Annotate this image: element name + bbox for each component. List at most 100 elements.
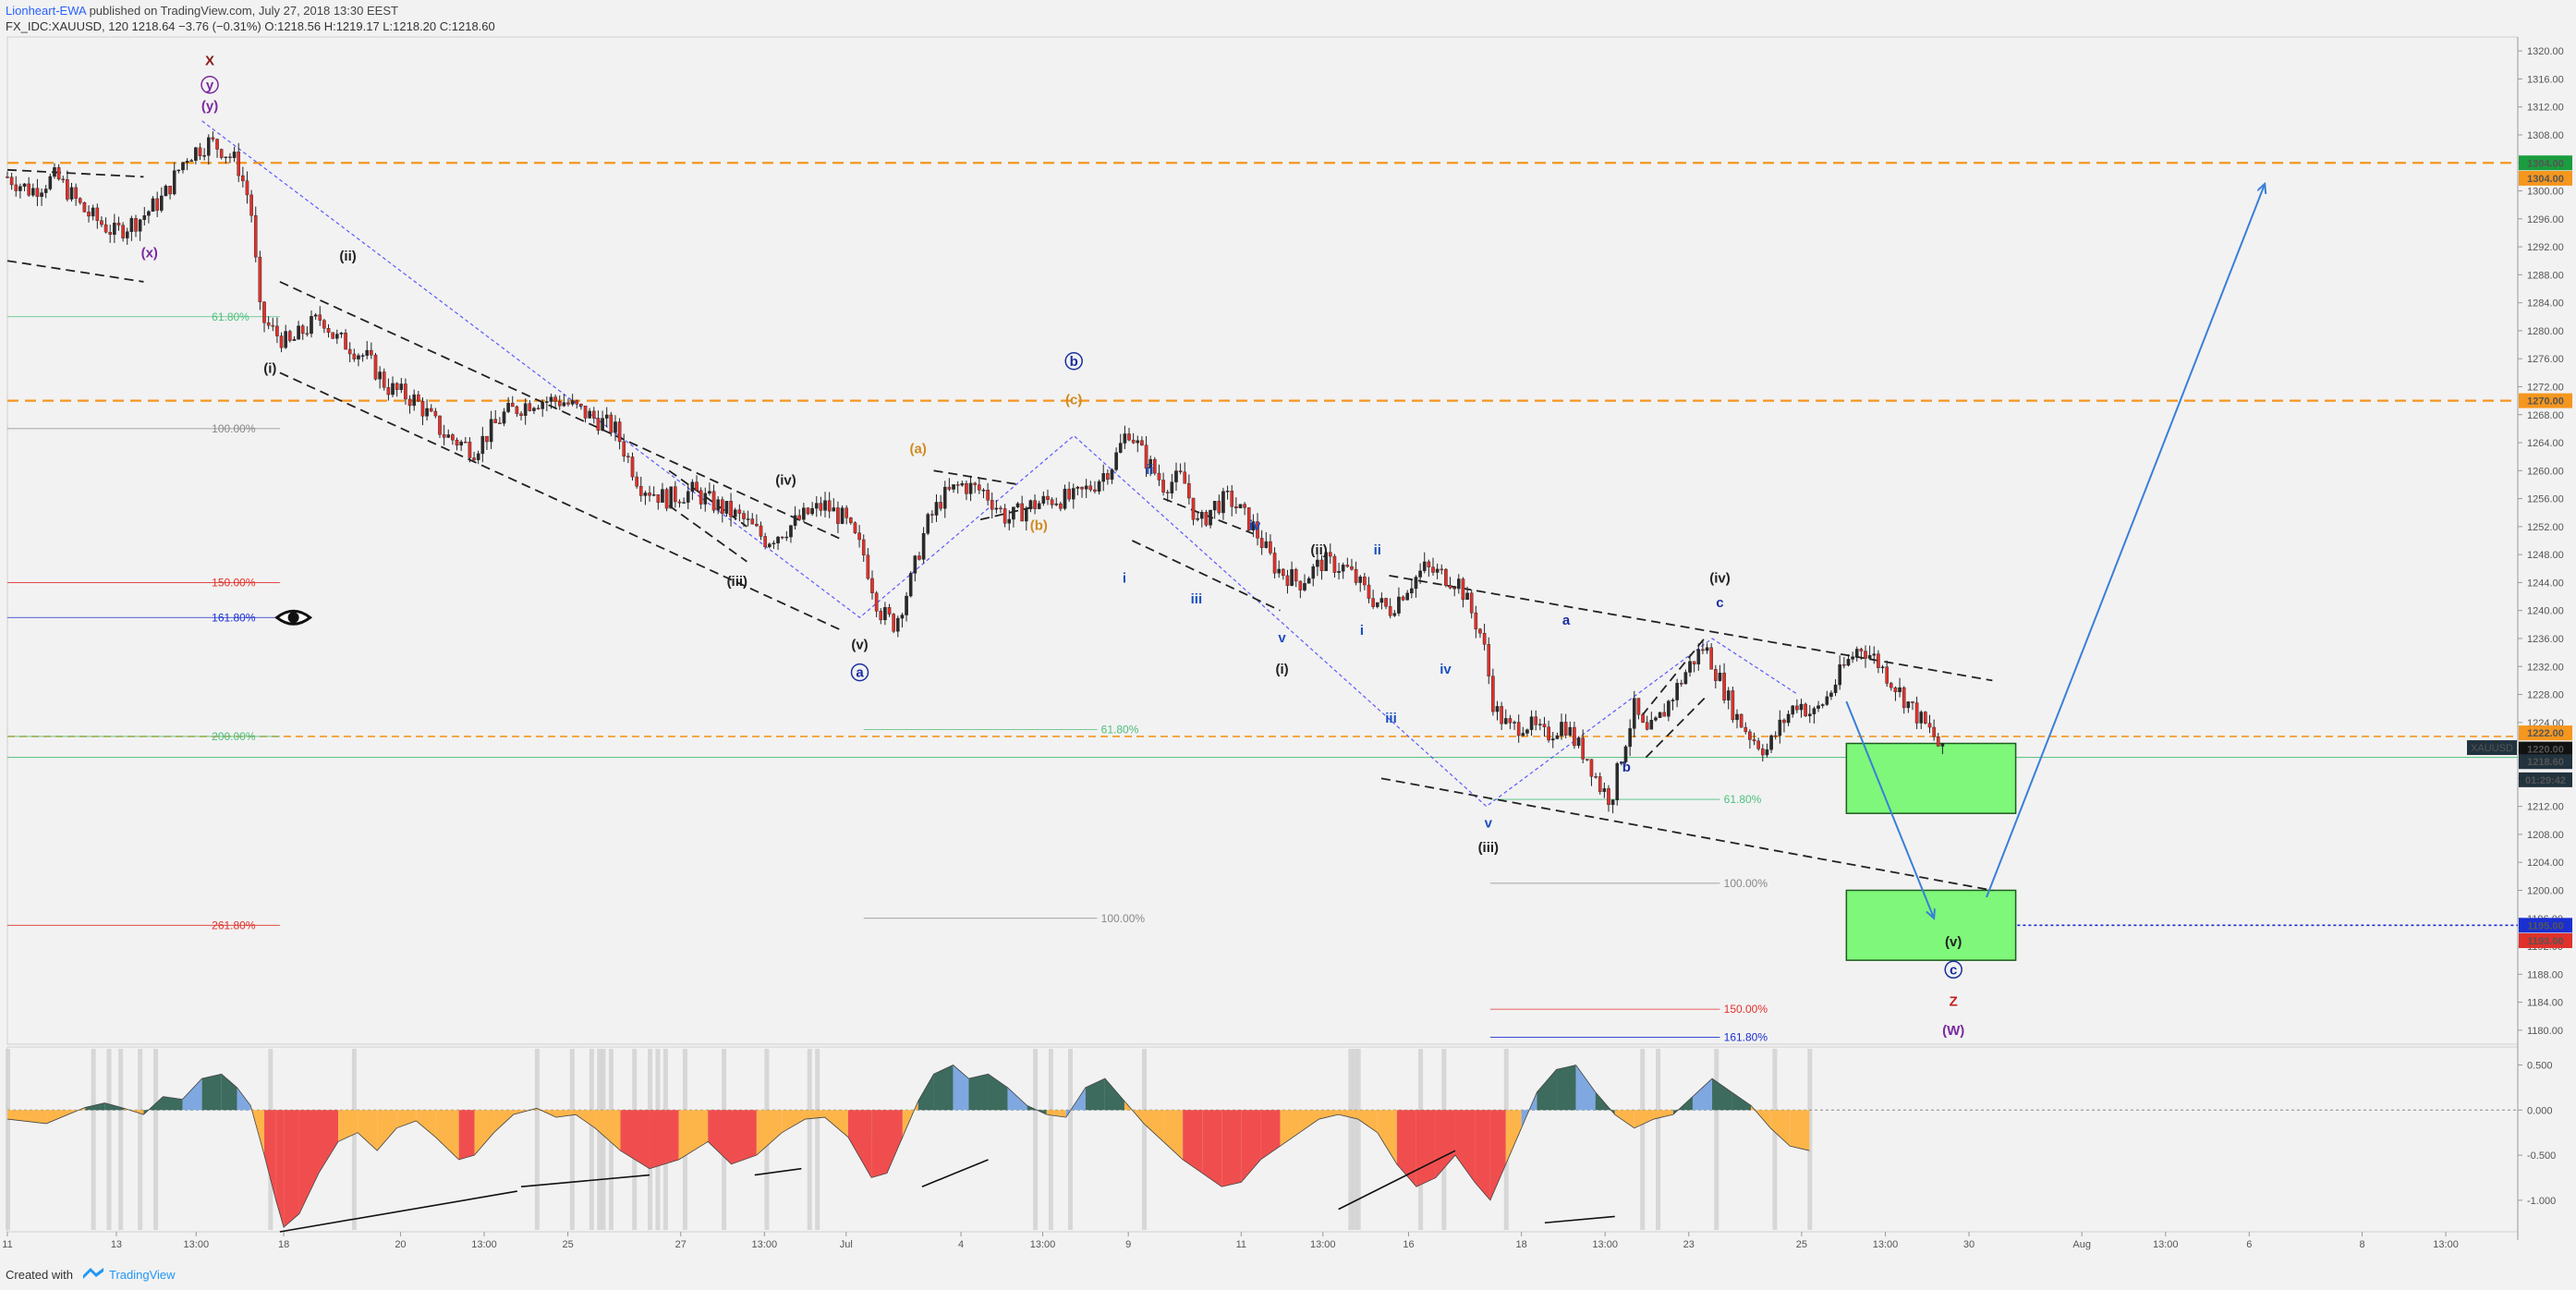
candle-body xyxy=(66,179,69,200)
candle-body xyxy=(721,499,724,514)
candle-body xyxy=(455,439,459,446)
candle-body xyxy=(1230,491,1234,507)
osc-area-segment xyxy=(782,1110,806,1133)
osc-grey-bar xyxy=(351,1049,357,1230)
candle-body xyxy=(1782,719,1786,724)
price-tick-label-15: 1260.00 xyxy=(2527,466,2564,477)
price-label-bg-0 xyxy=(2519,155,2572,171)
price-tick-label-22: 1232.00 xyxy=(2527,662,2564,673)
candle-body xyxy=(1259,538,1264,548)
candle-body xyxy=(1547,726,1550,741)
candle-body xyxy=(305,333,310,335)
osc-area-segment xyxy=(1712,1078,1732,1111)
candle-body xyxy=(1752,739,1756,742)
candle-body xyxy=(1636,698,1641,715)
candles-group xyxy=(6,131,1945,814)
author-link[interactable]: Lionheart-EWA xyxy=(6,4,87,18)
eye-icon[interactable] xyxy=(274,609,313,626)
candle-body xyxy=(1350,566,1354,570)
target-box-0 xyxy=(1845,742,2017,814)
candle-body xyxy=(973,482,978,485)
candle-body xyxy=(147,211,151,216)
price-label-bg-5 xyxy=(2519,754,2572,770)
osc-area-segment xyxy=(1377,1110,1397,1164)
time-tick-label-5: 13:00 xyxy=(471,1239,497,1250)
osc-grey-bar xyxy=(118,1049,124,1230)
candle-body xyxy=(155,198,159,211)
price-label-bg-7 xyxy=(2519,918,2572,933)
osc-area-segment xyxy=(416,1110,436,1138)
footer-brand-link[interactable]: TradingView xyxy=(109,1268,176,1282)
oscillator-group xyxy=(6,1049,2518,1233)
osc-area-segment xyxy=(1455,1110,1476,1183)
candle-body xyxy=(1778,719,1782,736)
candle-body xyxy=(1709,647,1713,670)
candle-body xyxy=(1277,568,1281,574)
candle-body xyxy=(895,617,900,632)
channel-line-4 xyxy=(668,469,747,528)
candle-body xyxy=(253,215,258,258)
time-tick-label-8: 13:00 xyxy=(752,1239,778,1250)
osc-area-segment xyxy=(1183,1110,1203,1174)
candle-body xyxy=(810,507,814,515)
time-tick-label-16: 18 xyxy=(1515,1239,1526,1250)
candle-body xyxy=(604,414,609,419)
candle-body xyxy=(1641,714,1645,723)
time-tick-label-26: 13:00 xyxy=(2433,1239,2459,1250)
candle-body xyxy=(1573,726,1576,747)
candle-body xyxy=(1615,762,1620,800)
candle-body xyxy=(322,320,326,329)
candle-body xyxy=(1765,749,1769,756)
osc-tick-label-3: -1.000 xyxy=(2527,1196,2556,1207)
symbol-line: FX_IDC:XAUUSD, 120 1218.64 −3.76 (−0.31%… xyxy=(6,19,495,33)
osc-tick-label-2: -0.500 xyxy=(2527,1150,2556,1162)
wave-label-26: (iii) xyxy=(1478,840,1500,856)
price-label-6: 01:29:42 xyxy=(2525,775,2566,786)
candle-body xyxy=(378,371,382,380)
candle-body xyxy=(1285,575,1290,586)
price-tick-label-20: 1240.00 xyxy=(2527,606,2564,617)
candle-body xyxy=(1174,470,1178,482)
candle-body xyxy=(536,408,541,409)
osc-grey-bar xyxy=(1048,1049,1053,1230)
price-tick-label-9: 1284.00 xyxy=(2527,298,2564,310)
candle-body xyxy=(1131,439,1136,444)
osc-grey-bar xyxy=(597,1049,602,1230)
candle-body xyxy=(990,500,994,510)
candle-body xyxy=(1581,737,1585,760)
candle-body xyxy=(1671,700,1675,701)
osc-area-segment xyxy=(182,1078,202,1111)
candle-body xyxy=(1272,553,1277,574)
candle-body xyxy=(1500,706,1503,724)
candle-body xyxy=(1491,675,1495,712)
candle-body xyxy=(310,316,313,335)
candle-body xyxy=(438,415,442,435)
candle-body xyxy=(1529,716,1534,730)
osc-area-segment xyxy=(284,1110,299,1228)
osc-area-segment xyxy=(1475,1110,1490,1200)
osc-area-segment xyxy=(275,1110,285,1228)
candle-body xyxy=(844,507,848,518)
price-label-0: 1304.00 xyxy=(2527,158,2564,169)
time-tick-label-22: Aug xyxy=(2072,1239,2091,1250)
osc-area-segment xyxy=(1338,1110,1358,1120)
osc-grey-bar xyxy=(589,1049,594,1230)
candle-body xyxy=(674,486,677,503)
osc-grey-bar xyxy=(6,1049,10,1230)
candle-body xyxy=(1123,433,1127,444)
wave-label-16: i xyxy=(1123,570,1126,586)
osc-area-segment xyxy=(678,1110,709,1160)
candle-body xyxy=(1118,443,1123,453)
price-tick-label-0: 1320.00 xyxy=(2527,46,2564,57)
candle-body xyxy=(1101,473,1106,482)
candle-body xyxy=(819,503,823,511)
candle-body xyxy=(823,500,827,511)
candle-body xyxy=(1662,712,1667,717)
candle-body xyxy=(1885,666,1889,684)
candle-body xyxy=(1718,673,1722,681)
osc-area-segment xyxy=(847,1110,872,1178)
wave-label-17: iii xyxy=(1191,591,1203,607)
candle-body xyxy=(1744,726,1748,733)
candle-body xyxy=(318,314,322,321)
